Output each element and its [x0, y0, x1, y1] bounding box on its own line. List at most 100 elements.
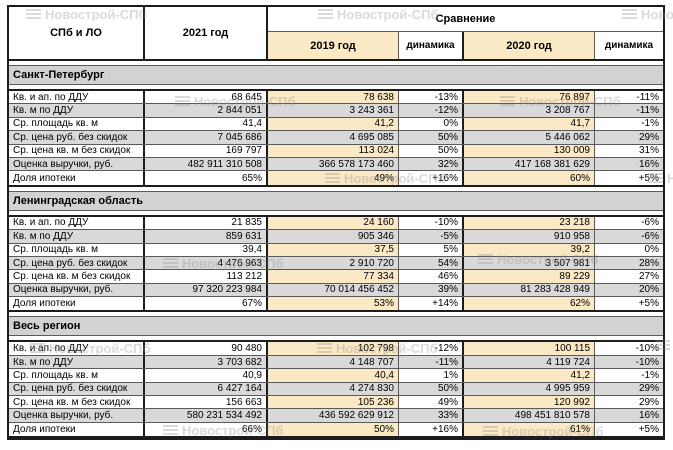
cell-2020-value: 23 218 — [464, 216, 595, 230]
section-spacer — [9, 186, 663, 191]
cell-2021-value: 66% — [145, 422, 268, 437]
cell-metric-label: Кв. и ап. по ДДУ — [9, 216, 145, 230]
comparison-table: СПб и ЛО 2021 год Сравнение 2019 год дин… — [7, 5, 665, 441]
cell-metric-label: Ср. площадь кв. м — [9, 243, 145, 256]
cell-2021-value: 90 480 — [145, 342, 268, 355]
cell-2019-dynamics: 50% — [399, 144, 464, 157]
cell-2020-dynamics: 27% — [595, 270, 663, 283]
table-row: Ср. цена кв. м без скидок 156 663 105 236 4… — [9, 396, 663, 410]
cell-2020-value: 3 507 981 — [464, 256, 595, 270]
cell-2019-value: 436 592 629 912 — [268, 409, 399, 422]
cell-2020-dynamics: 31% — [595, 144, 663, 157]
cell-2020-value: 130 009 — [464, 144, 595, 157]
cell-2020-value: 61% — [464, 422, 595, 437]
cell-2019-dynamics: 49% — [399, 396, 464, 409]
cell-2020-dynamics: +5% — [595, 171, 663, 185]
cell-2019-dynamics: -13% — [399, 91, 464, 104]
cell-2020-dynamics: +5% — [595, 422, 663, 437]
cell-2020-dynamics: +5% — [595, 297, 663, 311]
cell-2019-value: 2 910 720 — [268, 256, 399, 270]
cell-2020-dynamics: -10% — [595, 355, 663, 369]
table-row: Ср. площадь кв. м 40,9 40,4 1% 41,2 -1% — [9, 369, 663, 383]
cell-2019-value: 113 024 — [268, 144, 399, 157]
cell-metric-label: Оценка выручки, руб. — [9, 283, 145, 297]
cell-metric-label: Ср. цена руб. без скидок — [9, 382, 145, 396]
table-row: Кв. и ап. по ДДУ 90 480 102 798 -12% 100 115… — [9, 342, 663, 356]
cell-2020-value: 100 115 — [464, 342, 595, 355]
table-row: Кв. м по ДДУ 859 631 905 346 -5% 910 958 -6% — [9, 230, 663, 244]
cell-2019-value: 4 148 707 — [268, 355, 399, 369]
cell-metric-label: Доля ипотеки — [9, 422, 145, 437]
section-spacer — [9, 210, 663, 215]
header-region: СПб и ЛО — [9, 7, 145, 59]
table-row: Кв. и ап. по ДДУ 21 835 24 160 -10% 23 218 -6… — [9, 216, 663, 231]
cell-2020-dynamics: -11% — [595, 91, 663, 104]
cell-2020-value: 76 897 — [464, 91, 595, 104]
cell-2020-dynamics: -1% — [595, 117, 663, 131]
header-dynamics-2020: динамика — [595, 32, 663, 59]
cell-2021-value: 6 427 164 — [145, 382, 268, 396]
cell-2021-value: 97 320 223 984 — [145, 283, 268, 297]
cell-2020-dynamics: -11% — [595, 104, 663, 117]
cell-2019-value: 49% — [268, 171, 399, 185]
cell-2020-value: 89 229 — [464, 270, 595, 283]
cell-2020-dynamics: 16% — [595, 157, 663, 171]
cell-2020-value: 81 283 428 949 — [464, 283, 595, 297]
section-title: Ленинградская область — [9, 190, 663, 211]
header-year-2019: 2019 год — [268, 32, 399, 59]
cell-metric-label: Кв. м по ДДУ — [9, 230, 145, 243]
cell-2019-value: 105 236 — [268, 396, 399, 409]
cell-2020-dynamics: 29% — [595, 382, 663, 396]
table-row: Ср. цена руб. без скидок 6 427 164 4 274 8… — [9, 382, 663, 397]
cell-2019-value: 366 578 173 460 — [268, 157, 399, 171]
cell-2020-value: 60% — [464, 171, 595, 185]
cell-2021-value: 21 835 — [145, 216, 268, 230]
cell-metric-label: Ср. площадь кв. м — [9, 369, 145, 382]
cell-2020-value: 41,2 — [464, 369, 595, 382]
table-row: Кв. и ап. по ДДУ 68 645 78 638 -13% 76 897 -1… — [9, 91, 663, 105]
cell-2020-dynamics: 29% — [595, 131, 663, 144]
table-sections: Санкт-Петербург Кв. и ап. по ДДУ 68 645 78 … — [9, 61, 663, 439]
cell-2019-dynamics: +16% — [399, 422, 464, 437]
watermark-text: Новострой-СПб — [667, 171, 673, 186]
cell-2021-value: 67% — [145, 297, 268, 311]
cell-2019-dynamics: 46% — [399, 270, 464, 283]
header-dynamics-2019: динамика — [399, 32, 464, 59]
cell-2021-value: 65% — [145, 171, 268, 185]
cell-2020-dynamics: 16% — [595, 409, 663, 422]
cell-2020-value: 120 992 — [464, 396, 595, 409]
cell-2019-value: 53% — [268, 297, 399, 311]
cell-2019-dynamics: 39% — [399, 283, 464, 297]
cell-2019-value: 41,2 — [268, 117, 399, 131]
table-row: Ср. площадь кв. м 39,4 37,5 5% 39,2 0% — [9, 243, 663, 257]
table-row: Ср. цена кв. м без скидок 169 797 113 024 5… — [9, 144, 663, 158]
cell-metric-label: Доля ипотеки — [9, 297, 145, 311]
cell-2019-value: 24 160 — [268, 216, 399, 230]
table-row: Доля ипотеки 67% 53% +14% 62% +5% — [9, 297, 663, 311]
section-data-block: Кв. и ап. по ДДУ 90 480 102 798 -12% 100 115… — [9, 340, 663, 439]
cell-2019-dynamics: 0% — [399, 117, 464, 131]
cell-2019-value: 905 346 — [268, 230, 399, 243]
cell-2019-dynamics: 5% — [399, 243, 464, 256]
cell-metric-label: Кв. м по ДДУ — [9, 355, 145, 369]
cell-2019-dynamics: -12% — [399, 342, 464, 355]
cell-2019-dynamics: -12% — [399, 104, 464, 117]
table-row: Оценка выручки, руб. 580 231 534 492 436 5… — [9, 409, 663, 423]
cell-metric-label: Ср. цена кв. м без скидок — [9, 396, 145, 409]
header-comparison: Сравнение — [268, 7, 663, 32]
cell-metric-label: Ср. цена кв. м без скидок — [9, 270, 145, 283]
table-row: Оценка выручки, руб. 97 320 223 984 70 014… — [9, 283, 663, 298]
table-row: Доля ипотеки 65% 49% +16% 60% +5% — [9, 171, 663, 185]
section-data-block: Кв. и ап. по ДДУ 68 645 78 638 -13% 76 897 -1… — [9, 89, 663, 187]
table-row: Кв. м по ДДУ 2 844 051 3 243 361 -12% 3 208 … — [9, 104, 663, 118]
cell-metric-label: Ср. цена руб. без скидок — [9, 131, 145, 144]
cell-2020-dynamics: -6% — [595, 230, 663, 243]
cell-2019-dynamics: -5% — [399, 230, 464, 243]
cell-metric-label: Ср. площадь кв. м — [9, 117, 145, 131]
cell-metric-label: Доля ипотеки — [9, 171, 145, 185]
cell-2021-value: 156 663 — [145, 396, 268, 409]
cell-2019-dynamics: 1% — [399, 369, 464, 382]
cell-2019-dynamics: +14% — [399, 297, 464, 311]
section-data-block: Кв. и ап. по ДДУ 21 835 24 160 -10% 23 218 -6… — [9, 214, 663, 313]
table-row: Ср. цена кв. м без скидок 113 212 77 334 46… — [9, 270, 663, 284]
